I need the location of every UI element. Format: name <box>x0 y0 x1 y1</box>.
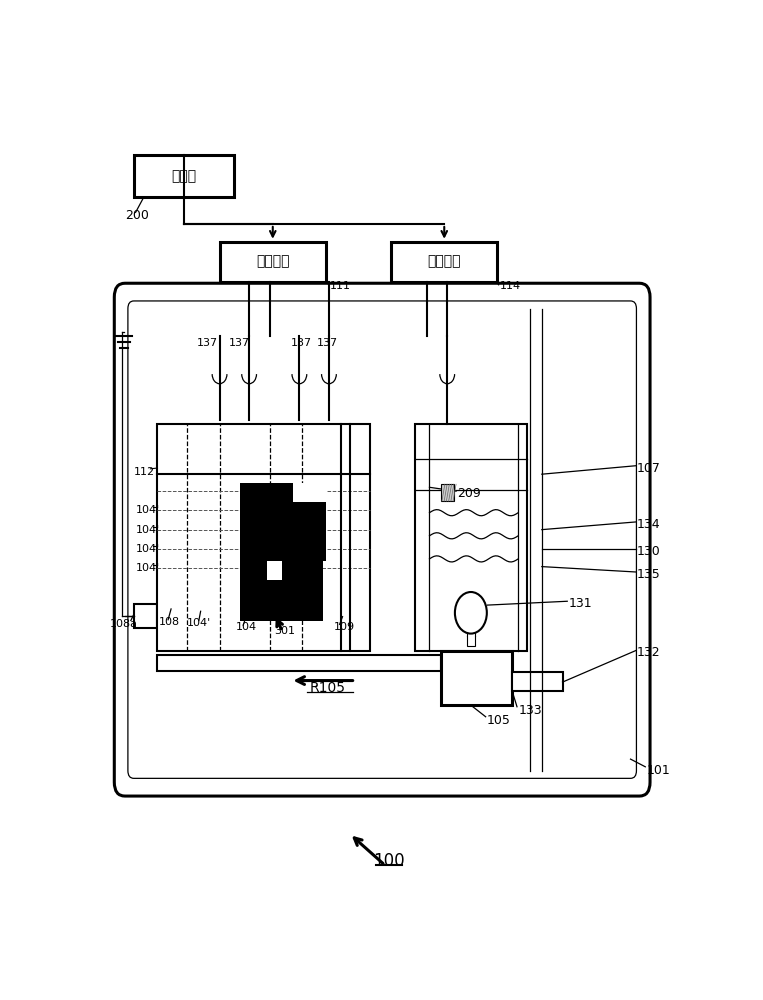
Bar <box>134 155 234 197</box>
Text: 137: 137 <box>291 338 312 348</box>
Bar <box>240 600 323 620</box>
Text: 104': 104' <box>136 544 159 554</box>
Bar <box>240 580 294 600</box>
Bar <box>134 604 157 628</box>
Bar <box>512 672 562 691</box>
Text: 111: 111 <box>330 281 351 291</box>
Bar <box>294 483 326 502</box>
Circle shape <box>455 592 487 634</box>
Bar <box>467 613 475 646</box>
Bar <box>157 655 441 671</box>
Bar <box>267 561 282 580</box>
Text: 137: 137 <box>197 338 218 348</box>
Text: 131: 131 <box>568 597 592 610</box>
Text: 104': 104' <box>186 618 211 628</box>
Text: 112: 112 <box>134 467 155 477</box>
Text: 104: 104 <box>236 622 257 632</box>
Bar <box>240 483 294 502</box>
Text: 提升机构: 提升机构 <box>427 255 461 269</box>
Text: 134: 134 <box>637 518 661 531</box>
Text: 137: 137 <box>229 338 250 348</box>
Bar <box>240 542 326 561</box>
Text: 107: 107 <box>637 462 661 475</box>
Bar <box>441 651 512 705</box>
Text: 100: 100 <box>373 852 404 870</box>
Text: 104': 104' <box>136 563 159 573</box>
Bar <box>240 502 326 523</box>
Bar <box>240 561 267 580</box>
Text: 200: 200 <box>125 209 149 222</box>
Text: 108: 108 <box>159 617 180 627</box>
Text: 降低机构: 降低机构 <box>256 255 289 269</box>
Bar <box>282 561 323 580</box>
Text: 108a: 108a <box>110 619 138 629</box>
Bar <box>391 242 497 282</box>
Bar <box>294 580 323 600</box>
Text: 控制器: 控制器 <box>172 169 197 183</box>
Bar <box>220 242 326 282</box>
Text: 109: 109 <box>333 622 355 632</box>
Text: 101: 101 <box>647 764 671 777</box>
Text: 104': 104' <box>136 505 159 515</box>
Text: 114: 114 <box>500 281 521 291</box>
Bar <box>294 523 326 542</box>
Bar <box>415 424 527 651</box>
Text: 209: 209 <box>457 487 481 500</box>
Text: 301: 301 <box>274 626 295 636</box>
Text: 132: 132 <box>637 646 661 659</box>
Text: 104': 104' <box>136 525 159 535</box>
Text: 133: 133 <box>518 704 542 717</box>
Text: 135: 135 <box>637 568 661 581</box>
Text: 137: 137 <box>317 338 338 348</box>
Text: R105: R105 <box>310 681 346 695</box>
Text: 130: 130 <box>637 545 661 558</box>
Bar <box>157 424 370 651</box>
Bar <box>441 484 454 501</box>
Text: 105: 105 <box>487 714 510 727</box>
Bar <box>240 523 294 542</box>
